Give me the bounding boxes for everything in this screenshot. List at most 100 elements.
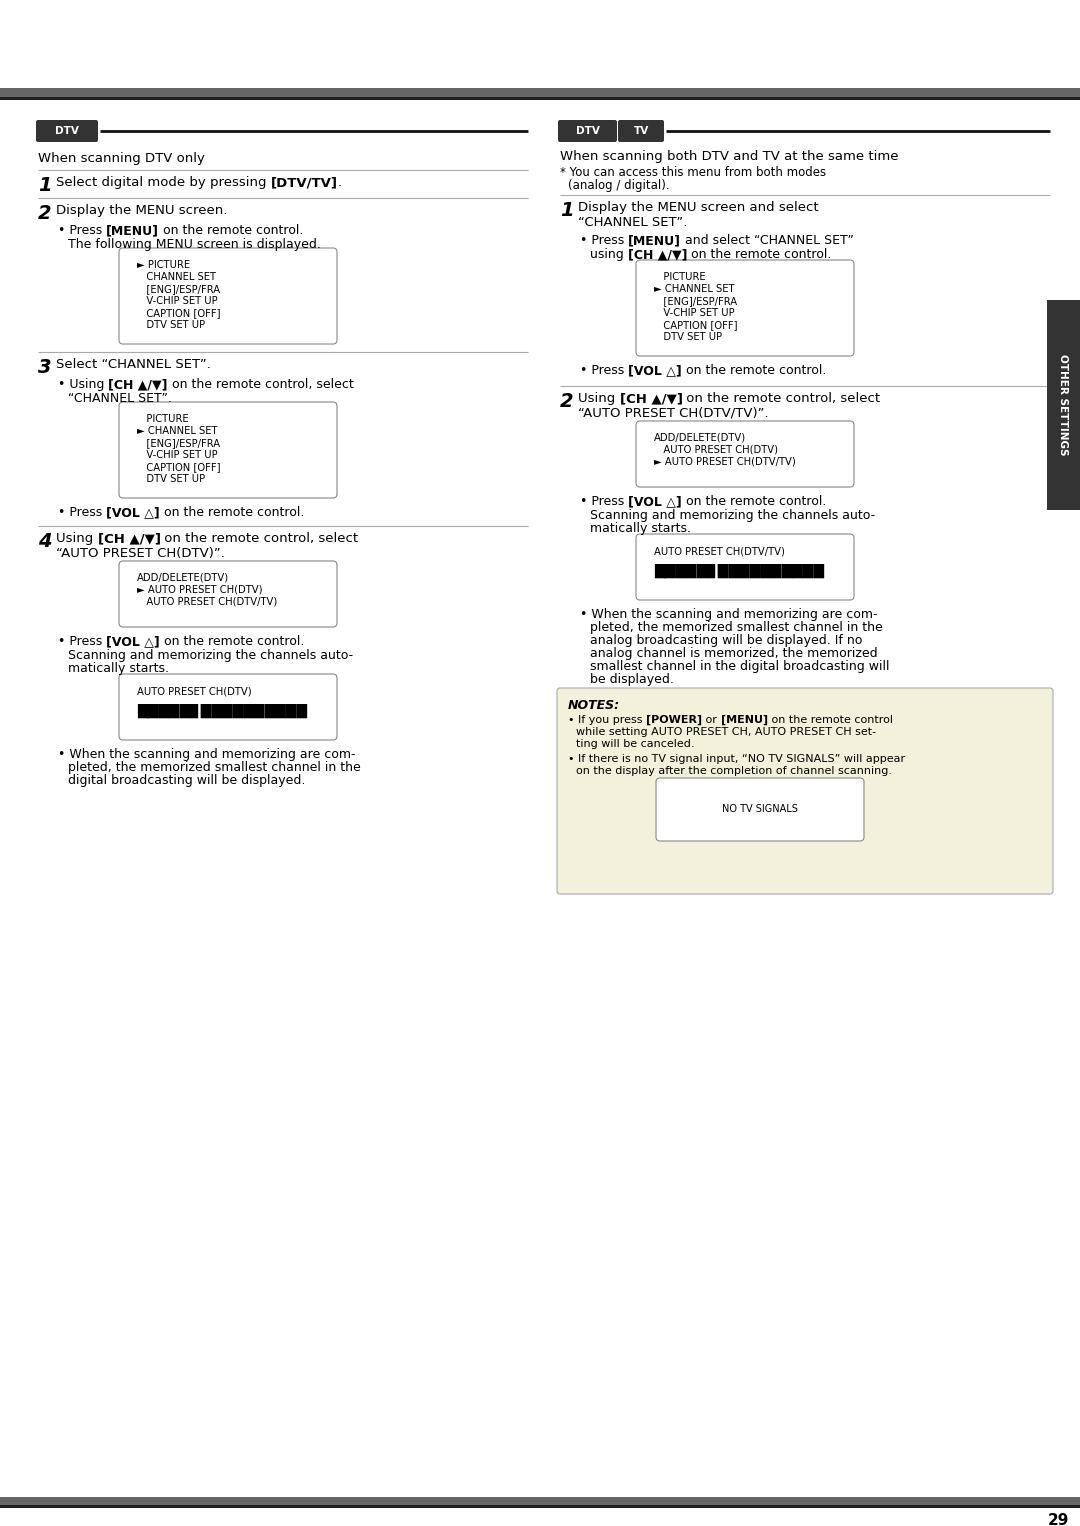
- Text: [ENG]/ESP/FRA: [ENG]/ESP/FRA: [654, 296, 738, 307]
- Text: [CH ▲/▼]: [CH ▲/▼]: [97, 533, 161, 545]
- FancyBboxPatch shape: [119, 562, 337, 627]
- Text: matically starts.: matically starts.: [68, 662, 168, 674]
- Text: [MENU]: [MENU]: [106, 224, 159, 237]
- Text: V-CHIP SET UP: V-CHIP SET UP: [137, 450, 218, 459]
- Text: V-CHIP SET UP: V-CHIP SET UP: [654, 308, 734, 317]
- FancyBboxPatch shape: [558, 121, 617, 142]
- FancyBboxPatch shape: [119, 249, 337, 343]
- Text: [VOL △]: [VOL △]: [106, 635, 160, 649]
- Text: using: using: [590, 249, 627, 261]
- FancyBboxPatch shape: [618, 121, 664, 142]
- Text: • Press: • Press: [580, 494, 629, 508]
- Text: ► PICTURE: ► PICTURE: [137, 259, 190, 270]
- FancyBboxPatch shape: [557, 688, 1053, 894]
- Bar: [1047, 301, 1080, 510]
- Text: .: .: [338, 175, 342, 189]
- Text: on the remote control: on the remote control: [768, 716, 893, 725]
- Bar: [0, 1505, 1080, 1508]
- FancyBboxPatch shape: [119, 674, 337, 740]
- Text: [MENU]: [MENU]: [629, 233, 681, 247]
- Text: • If there is no TV signal input, “NO TV SIGNALS” will appear: • If there is no TV signal input, “NO TV…: [568, 754, 905, 765]
- Text: on the remote control.: on the remote control.: [160, 507, 305, 519]
- Text: 1: 1: [38, 175, 52, 195]
- Text: TV: TV: [633, 127, 649, 136]
- Text: [CH ▲/▼]: [CH ▲/▼]: [108, 378, 167, 391]
- Text: Display the MENU screen and select: Display the MENU screen and select: [578, 201, 819, 214]
- Text: ► AUTO PRESET CH(DTV): ► AUTO PRESET CH(DTV): [137, 584, 262, 595]
- FancyBboxPatch shape: [636, 259, 854, 356]
- Text: CAPTION [OFF]: CAPTION [OFF]: [137, 462, 220, 472]
- Text: Scanning and memorizing the channels auto-: Scanning and memorizing the channels aut…: [590, 510, 875, 522]
- Text: • When the scanning and memorizing are com-: • When the scanning and memorizing are c…: [58, 748, 355, 761]
- Text: [ENG]/ESP/FRA: [ENG]/ESP/FRA: [137, 438, 220, 449]
- Text: NO TV SIGNALS: NO TV SIGNALS: [723, 804, 798, 815]
- Text: [VOL △]: [VOL △]: [629, 494, 681, 508]
- Text: “AUTO PRESET CH(DTV)”.: “AUTO PRESET CH(DTV)”.: [56, 546, 225, 560]
- Text: smallest channel in the digital broadcasting will: smallest channel in the digital broadcas…: [590, 661, 890, 673]
- Text: on the remote control.: on the remote control.: [681, 494, 826, 508]
- Text: DTV SET UP: DTV SET UP: [137, 320, 205, 330]
- Text: • Press: • Press: [58, 635, 106, 649]
- Text: █████▊██████████: █████▊██████████: [137, 703, 307, 719]
- Text: PICTURE: PICTURE: [137, 414, 189, 424]
- Text: [DTV/TV]: [DTV/TV]: [271, 175, 338, 189]
- Text: ► AUTO PRESET CH(DTV/TV): ► AUTO PRESET CH(DTV/TV): [654, 456, 796, 467]
- Text: • When the scanning and memorizing are com-: • When the scanning and memorizing are c…: [580, 607, 877, 621]
- Text: Select “CHANNEL SET”.: Select “CHANNEL SET”.: [56, 359, 211, 371]
- Text: • Press: • Press: [580, 365, 629, 377]
- Text: [CH ▲/▼]: [CH ▲/▼]: [627, 249, 687, 261]
- Text: • Press: • Press: [580, 233, 629, 247]
- Text: (analog / digital).: (analog / digital).: [568, 179, 670, 192]
- Text: • Press: • Press: [58, 507, 106, 519]
- Text: DTV: DTV: [576, 127, 599, 136]
- Text: AUTO PRESET CH(DTV/TV): AUTO PRESET CH(DTV/TV): [137, 597, 278, 607]
- Text: Scanning and memorizing the channels auto-: Scanning and memorizing the channels aut…: [68, 649, 353, 662]
- Text: ► CHANNEL SET: ► CHANNEL SET: [137, 426, 217, 436]
- Text: [POWER]: [POWER]: [646, 716, 702, 725]
- Text: analog broadcasting will be displayed. If no: analog broadcasting will be displayed. I…: [590, 633, 862, 647]
- Bar: [0, 1497, 1080, 1505]
- Text: OTHER SETTINGS: OTHER SETTINGS: [1058, 354, 1068, 456]
- Text: When scanning both DTV and TV at the same time: When scanning both DTV and TV at the sam…: [561, 150, 899, 163]
- Bar: [0, 89, 1080, 98]
- Text: [ENG]/ESP/FRA: [ENG]/ESP/FRA: [137, 284, 220, 295]
- Text: matically starts.: matically starts.: [590, 522, 691, 536]
- Text: CAPTION [OFF]: CAPTION [OFF]: [137, 308, 220, 317]
- FancyBboxPatch shape: [656, 778, 864, 841]
- Text: be displayed.: be displayed.: [590, 673, 674, 687]
- Text: Using: Using: [578, 392, 620, 404]
- Text: or: or: [702, 716, 720, 725]
- Text: “CHANNEL SET”.: “CHANNEL SET”.: [578, 217, 687, 229]
- Text: * You can access this menu from both modes: * You can access this menu from both mod…: [561, 166, 826, 179]
- Text: 4: 4: [38, 533, 52, 551]
- Text: “AUTO PRESET CH(DTV/TV)”.: “AUTO PRESET CH(DTV/TV)”.: [578, 407, 769, 420]
- Text: Select digital mode by pressing: Select digital mode by pressing: [56, 175, 271, 189]
- Text: • Using: • Using: [58, 378, 108, 391]
- Text: on the display after the completion of channel scanning.: on the display after the completion of c…: [576, 766, 892, 777]
- Text: on the remote control, select: on the remote control, select: [161, 533, 359, 545]
- Text: PICTURE: PICTURE: [654, 272, 705, 282]
- Text: pleted, the memorized smallest channel in the: pleted, the memorized smallest channel i…: [590, 621, 882, 633]
- Text: NOTES:: NOTES:: [568, 699, 620, 713]
- Text: V-CHIP SET UP: V-CHIP SET UP: [137, 296, 218, 307]
- Text: digital broadcasting will be displayed.: digital broadcasting will be displayed.: [68, 774, 306, 787]
- Text: on the remote control.: on the remote control.: [159, 224, 303, 237]
- FancyBboxPatch shape: [119, 401, 337, 497]
- Text: AUTO PRESET CH(DTV): AUTO PRESET CH(DTV): [137, 687, 252, 696]
- Text: ► CHANNEL SET: ► CHANNEL SET: [654, 284, 734, 295]
- Text: 29: 29: [1048, 1512, 1069, 1526]
- Text: CAPTION [OFF]: CAPTION [OFF]: [654, 320, 738, 330]
- Text: [VOL △]: [VOL △]: [629, 365, 681, 377]
- Text: analog channel is memorized, the memorized: analog channel is memorized, the memoriz…: [590, 647, 878, 661]
- Text: [MENU]: [MENU]: [720, 716, 768, 725]
- Text: DTV SET UP: DTV SET UP: [137, 475, 205, 484]
- FancyBboxPatch shape: [636, 534, 854, 600]
- Text: [CH ▲/▼]: [CH ▲/▼]: [620, 392, 683, 404]
- Text: on the remote control, select: on the remote control, select: [167, 378, 353, 391]
- Text: ADD/DELETE(DTV): ADD/DELETE(DTV): [137, 572, 229, 583]
- FancyBboxPatch shape: [36, 121, 98, 142]
- Text: Display the MENU screen.: Display the MENU screen.: [56, 204, 228, 217]
- Text: “CHANNEL SET”.: “CHANNEL SET”.: [68, 392, 172, 404]
- Text: DTV SET UP: DTV SET UP: [654, 333, 723, 342]
- Text: When scanning DTV only: When scanning DTV only: [38, 153, 205, 165]
